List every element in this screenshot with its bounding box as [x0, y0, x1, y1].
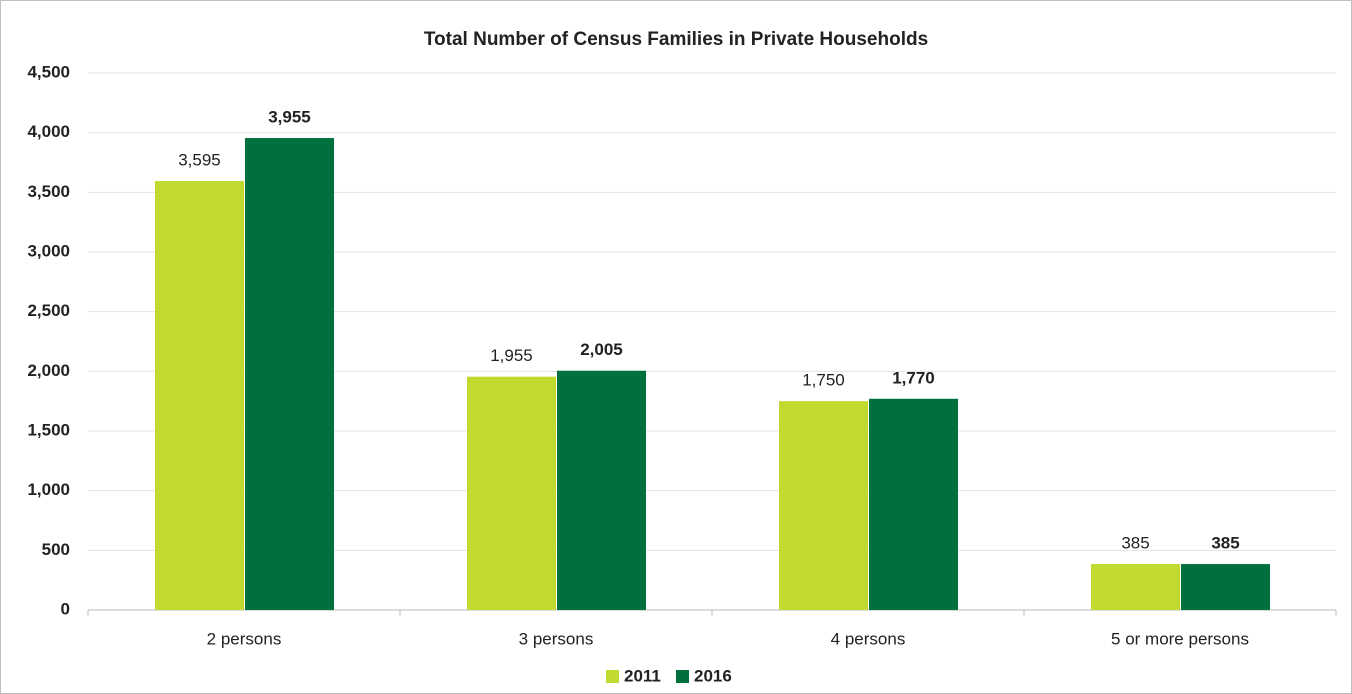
y-tick-label: 1,500 [27, 420, 70, 439]
bar [467, 376, 556, 610]
y-tick-label: 2,000 [27, 361, 70, 380]
chart-title: Total Number of Census Families in Priva… [424, 29, 928, 50]
legend-swatch [676, 670, 689, 683]
y-tick-label: 0 [61, 599, 70, 618]
y-tick-label: 4,500 [27, 62, 70, 81]
value-label: 385 [1121, 534, 1149, 553]
x-tick-label: 4 persons [831, 629, 906, 648]
y-tick-label: 4,000 [27, 122, 70, 141]
legend-label: 2016 [694, 666, 732, 685]
value-label: 2,005 [580, 340, 623, 359]
value-label: 1,770 [892, 368, 935, 387]
value-label: 3,595 [178, 150, 221, 169]
bar [779, 401, 868, 610]
x-tick-label: 2 persons [207, 629, 282, 648]
y-tick-label: 1,000 [27, 480, 70, 499]
x-tick-label: 3 persons [519, 629, 594, 648]
bar [245, 138, 334, 610]
bar [1181, 564, 1270, 610]
legend-label: 2011 [624, 666, 661, 685]
legend-swatch [606, 670, 619, 683]
y-tick-label: 3,000 [27, 241, 70, 260]
bar [869, 398, 958, 610]
bar [155, 180, 244, 610]
value-label: 1,955 [490, 346, 533, 365]
bar [1091, 564, 1180, 610]
value-label: 1,750 [802, 371, 845, 390]
y-tick-label: 3,500 [27, 182, 70, 201]
value-label: 3,955 [268, 108, 311, 127]
y-tick-label: 500 [42, 540, 70, 559]
value-label: 385 [1211, 534, 1239, 553]
y-tick-label: 2,500 [27, 301, 70, 320]
bar [557, 370, 646, 610]
x-tick-label: 5 or more persons [1111, 629, 1249, 648]
